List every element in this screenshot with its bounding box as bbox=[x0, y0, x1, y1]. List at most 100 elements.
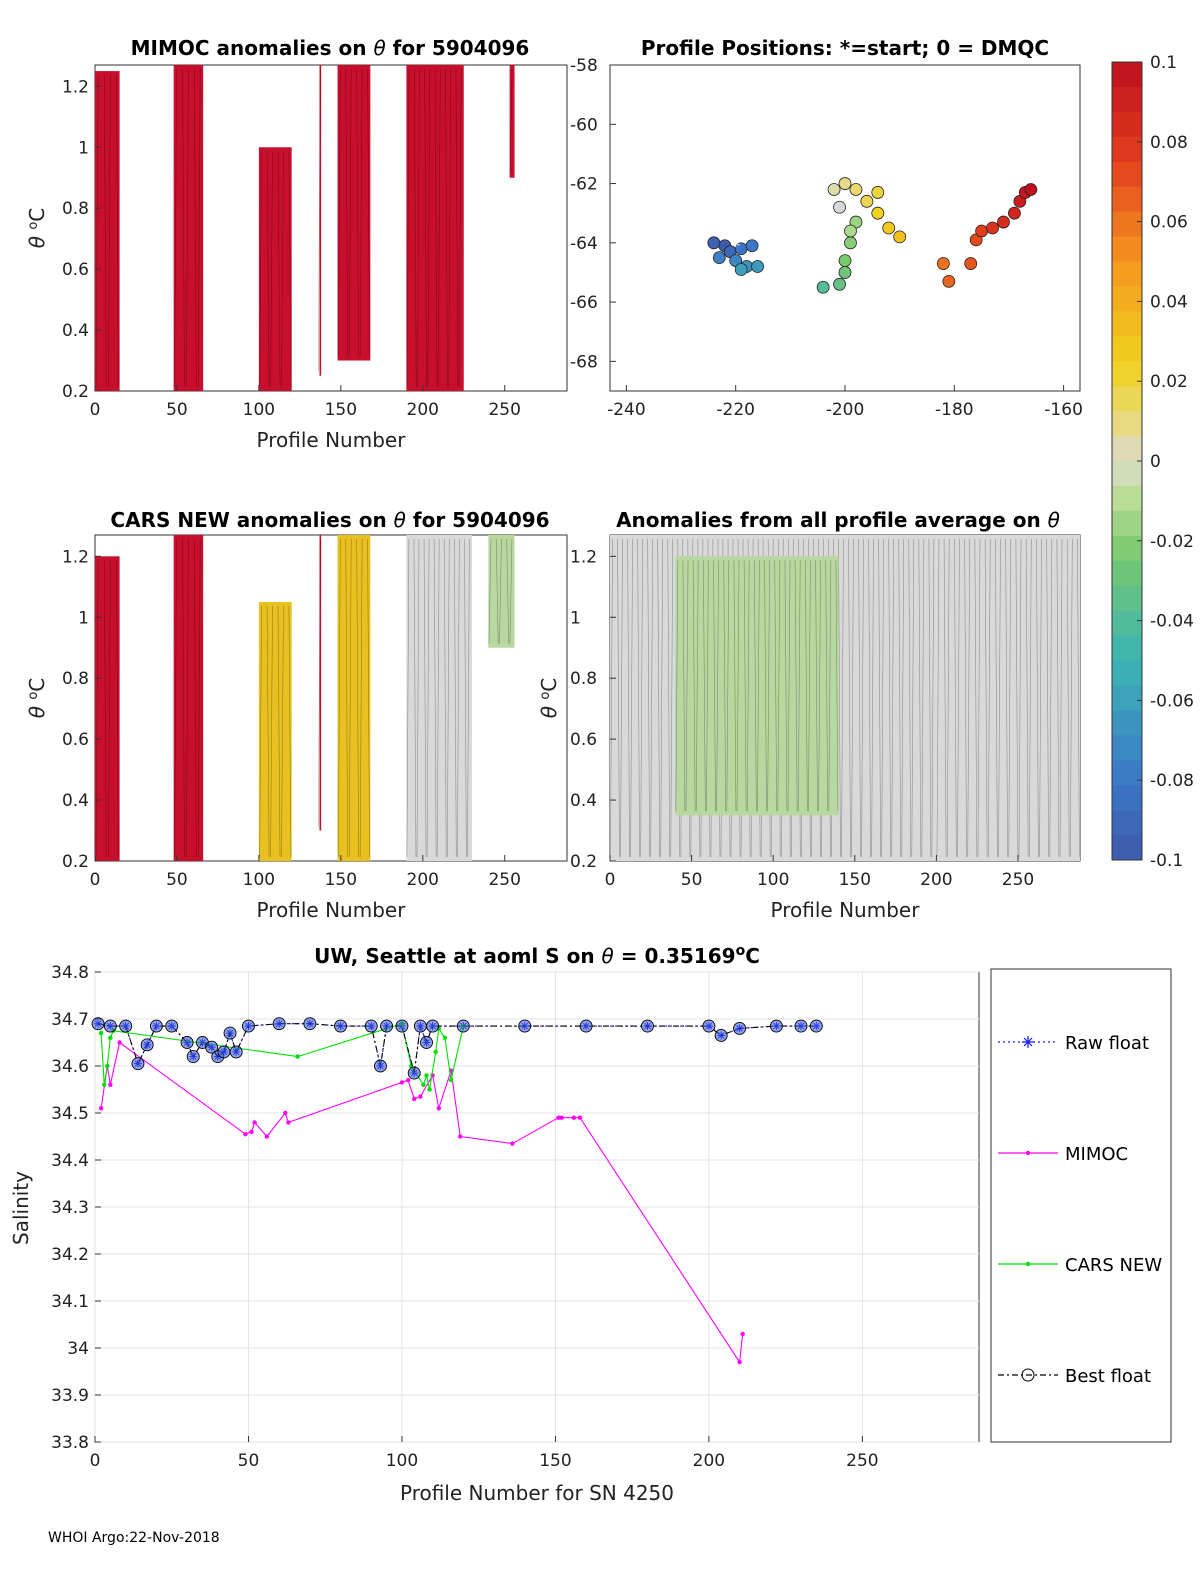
cars-panel: 0 50 100 150 200 250 0.2 0.4 0.6 0.8 1 1.2 CARS NEW… bbox=[25, 508, 568, 922]
anomaly-band bbox=[337, 535, 371, 861]
contour-line bbox=[998, 538, 1001, 858]
y-tick-label: 34.3 bbox=[51, 1198, 89, 1218]
colorbar-segment bbox=[1112, 510, 1142, 537]
series-point bbox=[413, 1019, 427, 1033]
profile-position-point bbox=[745, 239, 759, 253]
contour-line bbox=[957, 538, 960, 858]
series-point bbox=[119, 1019, 133, 1033]
mimoc-xlabel: Profile Number bbox=[257, 428, 407, 452]
series-point bbox=[286, 1120, 291, 1125]
series-point bbox=[733, 1021, 747, 1035]
series-point bbox=[249, 1129, 254, 1135]
contour-line bbox=[417, 68, 420, 388]
contour-line bbox=[757, 560, 760, 812]
legend-marker bbox=[1022, 1036, 1034, 1048]
contour-line bbox=[1018, 538, 1022, 858]
colorbar-segment bbox=[1112, 585, 1142, 612]
series-point bbox=[180, 1036, 194, 1049]
contour-line bbox=[754, 560, 757, 812]
x-tick-label: 200 bbox=[407, 870, 439, 890]
contour-line bbox=[318, 538, 321, 827]
x-tick-label: -220 bbox=[716, 400, 755, 420]
contour-line bbox=[901, 538, 905, 858]
colorbar-tick-label: -0.1 bbox=[1150, 851, 1183, 871]
colorbar-segment bbox=[1112, 835, 1142, 861]
contour-line bbox=[509, 538, 513, 644]
legend-label: Raw float bbox=[1065, 1033, 1149, 1054]
y-tick-label: 34.8 bbox=[51, 963, 89, 983]
profile-position-point bbox=[707, 236, 721, 250]
series-point bbox=[334, 1019, 348, 1033]
series-point bbox=[427, 1087, 432, 1092]
legend-marker bbox=[1021, 1368, 1035, 1382]
series-point bbox=[283, 1110, 288, 1116]
x-tick-label: 200 bbox=[920, 870, 952, 890]
contour-line bbox=[692, 560, 696, 812]
series-point bbox=[442, 1035, 448, 1041]
contour-line bbox=[427, 68, 431, 388]
contour-line bbox=[682, 560, 686, 812]
contour-line bbox=[509, 68, 513, 174]
series-point bbox=[295, 1054, 300, 1059]
contour-line bbox=[723, 560, 727, 812]
contour-line bbox=[620, 538, 623, 858]
contour-line bbox=[359, 538, 363, 858]
colorbar-segment bbox=[1112, 735, 1142, 761]
x-tick-label: 0 bbox=[90, 400, 101, 420]
contour-line bbox=[95, 560, 99, 858]
contour-line bbox=[797, 560, 801, 812]
series-point bbox=[131, 1057, 145, 1071]
average-panel: 0 50 100 150 200 250 0.2 0.4 0.6 0.8 1 1.2 Anomalie… bbox=[537, 508, 1081, 922]
contour-line bbox=[266, 606, 270, 858]
contour-line bbox=[270, 606, 273, 858]
contour-line bbox=[436, 538, 440, 858]
legend: Raw float MIMOC CARS NEW Best float bbox=[990, 968, 1172, 1443]
contour-line bbox=[695, 560, 699, 812]
contour-line bbox=[406, 68, 410, 388]
contour-line bbox=[116, 560, 119, 858]
x-tick-label: 50 bbox=[166, 870, 188, 890]
contour-line bbox=[288, 151, 292, 388]
cars-xlabel: Profile Number bbox=[257, 898, 407, 922]
anomaly-band bbox=[173, 65, 204, 391]
anomaly-band bbox=[319, 65, 322, 376]
anomaly-band bbox=[319, 535, 322, 831]
contour-line bbox=[174, 538, 177, 858]
x-tick-label: 150 bbox=[325, 400, 357, 420]
series-point bbox=[510, 1141, 515, 1146]
contour-line bbox=[630, 538, 633, 858]
contour-line bbox=[1066, 538, 1070, 858]
series-point bbox=[424, 1073, 429, 1078]
contour-line bbox=[506, 538, 509, 644]
contour-line bbox=[898, 538, 902, 858]
profile-position-point bbox=[964, 257, 978, 270]
contour-line bbox=[266, 151, 270, 388]
contour-line bbox=[835, 560, 839, 812]
legend-label: Best float bbox=[1065, 1366, 1151, 1387]
series-point bbox=[714, 1028, 728, 1042]
anomaly-band bbox=[936, 535, 1080, 861]
series-point bbox=[405, 1077, 411, 1083]
contour-line bbox=[911, 538, 915, 858]
contour-line bbox=[1028, 538, 1032, 858]
series-point bbox=[217, 1045, 231, 1059]
series-point bbox=[102, 1082, 107, 1088]
contour-line bbox=[784, 560, 788, 812]
contour-line bbox=[815, 560, 818, 812]
series-point bbox=[556, 1115, 561, 1120]
contour-line bbox=[1070, 538, 1073, 858]
profile-position-point bbox=[844, 236, 857, 250]
x-tick-label: -240 bbox=[607, 400, 646, 420]
colorbar-segment bbox=[1112, 186, 1142, 213]
contour-line bbox=[974, 538, 978, 858]
contour-line bbox=[610, 538, 613, 858]
contour-line bbox=[416, 538, 420, 858]
contour-line bbox=[277, 606, 281, 858]
y-tick-label: -66 bbox=[570, 293, 598, 313]
x-tick-label: 0 bbox=[605, 870, 616, 890]
y-tick-label: -64 bbox=[570, 234, 598, 254]
y-tick-label: 1 bbox=[78, 138, 89, 158]
y-tick-label: 0.6 bbox=[62, 730, 89, 750]
series-point bbox=[108, 1082, 113, 1088]
positions-panel: -240 -220 -200 -180 -160 -58 -60 -62 -64 -66 -68 *… bbox=[570, 36, 1083, 420]
